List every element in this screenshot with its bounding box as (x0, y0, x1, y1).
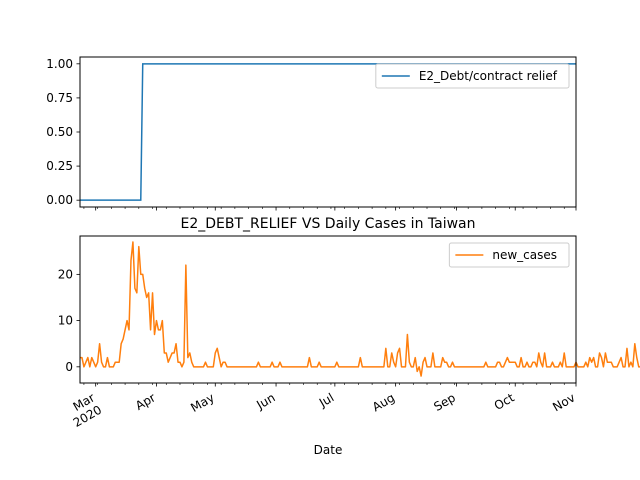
top-legend-label: E2_Debt/contract relief (419, 69, 558, 83)
series-line-e2-debt-contract-relief (80, 63, 576, 201)
top-y-tick-label: 0.50 (46, 125, 73, 139)
top-legend: E2_Debt/contract relief (375, 63, 570, 89)
top-series-line-group (80, 63, 576, 201)
bottom-legend-box (448, 242, 570, 268)
top-y-tick-label: 0.75 (46, 91, 73, 105)
bottom-y-tick-label: 0 (65, 360, 73, 374)
bottom-y-tick-label: 10 (58, 314, 73, 328)
top-y-tick-label: 1.00 (46, 57, 73, 71)
series-line-new-cases (80, 241, 640, 377)
top-y-ticks: 0.00 0.25 0.50 0.75 1.00 (46, 57, 80, 207)
top-y-tick-label: 0.00 (46, 193, 73, 207)
top-x-ticks (83, 207, 577, 211)
x-axis-title: Date (314, 443, 343, 457)
top-y-tick-label: 0.25 (46, 159, 73, 173)
bottom-legend-label: new_cases (492, 248, 557, 262)
top-legend-box (375, 63, 570, 89)
x-tick-label-jul: Jul (316, 390, 336, 410)
bottom-series-line-group (80, 241, 640, 377)
bottom-legend: new_cases (448, 242, 570, 268)
bottom-y-ticks: 0 10 20 (58, 267, 80, 374)
top-subplot: 0.00 0.25 0.50 0.75 1.00 E2_Debt/contract re… (46, 56, 577, 211)
chart-title: E2_DEBT_RELIEF VS Daily Cases in Taiwan (181, 216, 476, 232)
bottom-axes-frame (79, 235, 577, 384)
bottom-y-tick-label: 20 (58, 267, 73, 281)
